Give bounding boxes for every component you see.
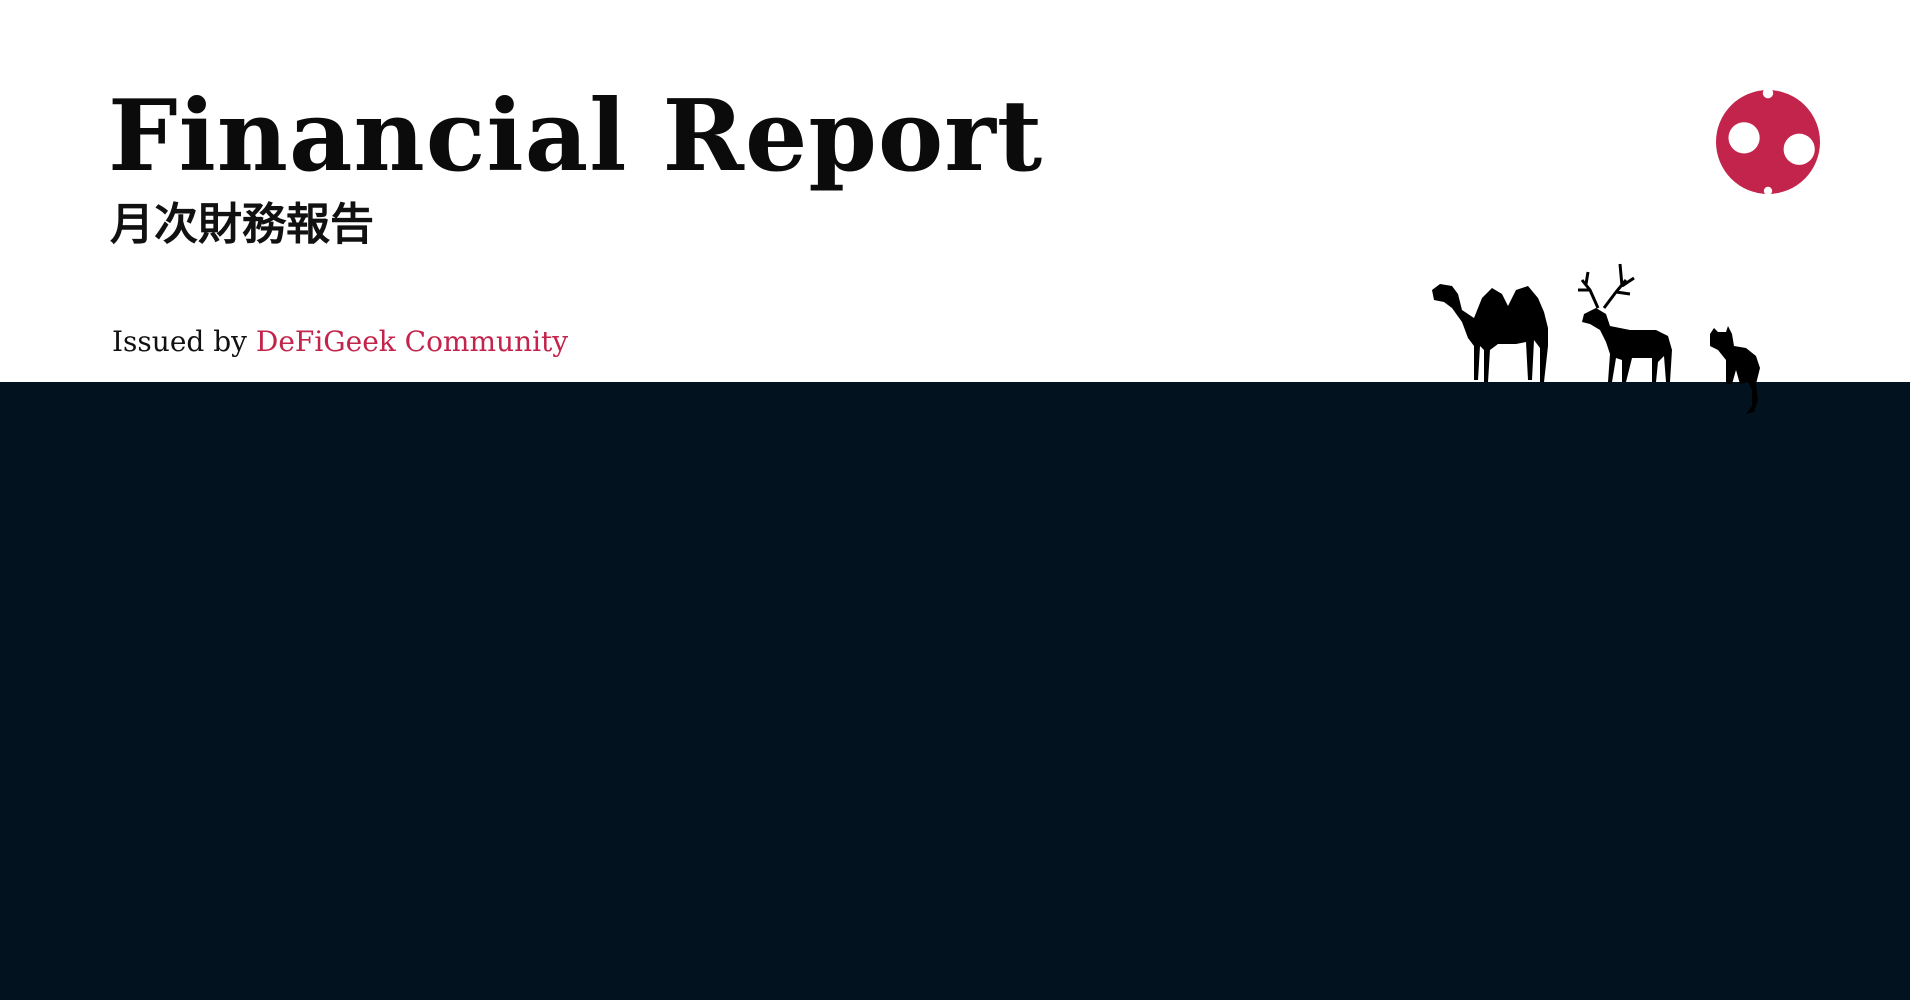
header-section: Financial Report 月次財務報告 Issued by DeFiGe…	[0, 0, 1910, 382]
page-title: Financial Report	[108, 79, 1044, 194]
defigeek-logo-icon	[1716, 90, 1820, 194]
cat-icon	[1710, 326, 1760, 414]
page-subtitle: 月次財務報告	[110, 199, 374, 250]
dark-footer-band	[0, 382, 1910, 1000]
issued-by-label: Issued by	[112, 325, 247, 358]
issued-by-line: Issued by DeFiGeek Community	[112, 324, 568, 360]
issuer-link[interactable]: DeFiGeek Community	[255, 325, 569, 358]
animal-silhouettes	[1432, 263, 1760, 414]
deer-icon	[1578, 263, 1672, 382]
camel-icon	[1432, 284, 1548, 382]
